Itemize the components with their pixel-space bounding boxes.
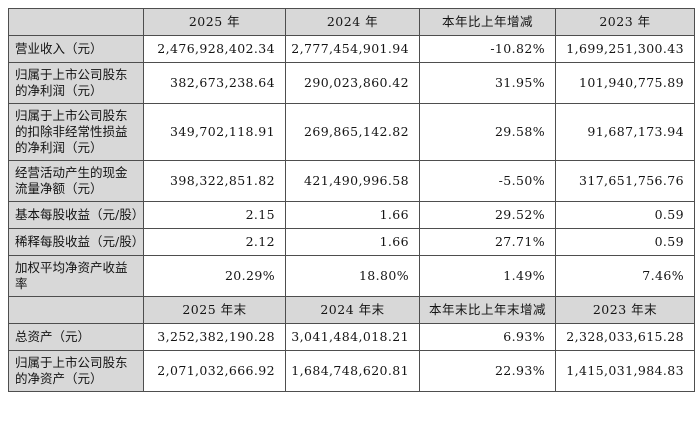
value-cell: 382,673,238.64 (143, 62, 286, 104)
value-cell: 29.58% (419, 103, 556, 161)
value-cell: 1,415,031,984.83 (555, 350, 695, 392)
value-cell: 3,252,382,190.28 (143, 323, 286, 351)
row-label: 基本每股收益（元/股） (8, 201, 144, 229)
value-cell: 101,940,775.89 (555, 62, 695, 104)
table-row: 总资产（元） 3,252,382,190.28 3,041,484,018.21 6.… (8, 323, 695, 351)
value-cell: 18.80% (285, 255, 420, 297)
value-cell: 398,322,851.82 (143, 160, 286, 202)
row-label: 归属于上市公司股东的净利润（元） (8, 62, 144, 104)
period-header-cell: 本年末比上年末增减 (419, 296, 556, 324)
table-row: 归属于上市公司股东的净资产（元） 2,071,032,666.92 1,684,74… (8, 350, 695, 392)
value-cell: 421,490,996.58 (285, 160, 420, 202)
value-cell: 290,023,860.42 (285, 62, 420, 104)
row-label: 加权平均净资产收益率 (8, 255, 144, 297)
period-header-row: 2025 年末 2024 年末 本年末比上年末增减 2023 年末 (8, 296, 695, 324)
financial-summary-table: 2025 年 2024 年本年比上年增减 2023 年营业收入（元） 2,476,92… (8, 8, 695, 392)
period-header-row: 2025 年 2024 年本年比上年增减 2023 年 (8, 8, 695, 36)
period-header-cell: 本年比上年增减 (419, 8, 556, 36)
period-header-cell: 2023 年 (555, 8, 695, 36)
value-cell: 2,777,454,901.94 (285, 35, 420, 63)
value-cell: 2.12 (143, 228, 286, 256)
value-cell: 1,684,748,620.81 (285, 350, 420, 392)
table-row: 经营活动产生的现金流量净额（元） 398,322,851.82 421,490,99… (8, 160, 695, 202)
period-header-cell: 2023 年末 (555, 296, 695, 324)
value-cell: 6.93% (419, 323, 556, 351)
row-label: 归属于上市公司股东的扣除非经常性损益的净利润（元） (8, 103, 144, 161)
period-header-cell: 2024 年 (285, 8, 420, 36)
value-cell: 317,651,756.76 (555, 160, 695, 202)
row-label: 总资产（元） (8, 323, 144, 351)
value-cell: 1,699,251,300.43 (555, 35, 695, 63)
value-cell: 0.59 (555, 201, 695, 229)
value-cell: 1.66 (285, 228, 420, 256)
value-cell: 2,328,033,615.28 (555, 323, 695, 351)
value-cell: -10.82% (419, 35, 556, 63)
table-body: 2025 年 2024 年本年比上年增减 2023 年营业收入（元） 2,476,92… (8, 8, 695, 392)
corner-cell (8, 8, 144, 36)
value-cell: 27.71% (419, 228, 556, 256)
table-row: 营业收入（元） 2,476,928,402.34 2,777,454,901.94-… (8, 35, 695, 63)
period-header-cell: 2025 年 (143, 8, 286, 36)
value-cell: -5.50% (419, 160, 556, 202)
value-cell: 31.95% (419, 62, 556, 104)
period-header-cell: 2025 年末 (143, 296, 286, 324)
row-label: 经营活动产生的现金流量净额（元） (8, 160, 144, 202)
page: 2025 年 2024 年本年比上年增减 2023 年营业收入（元） 2,476,92… (8, 8, 695, 392)
value-cell: 22.93% (419, 350, 556, 392)
value-cell: 269,865,142.82 (285, 103, 420, 161)
value-cell: 2,476,928,402.34 (143, 35, 286, 63)
value-cell: 1.49% (419, 255, 556, 297)
value-cell: 91,687,173.94 (555, 103, 695, 161)
row-label: 营业收入（元） (8, 35, 144, 63)
value-cell: 1.66 (285, 201, 420, 229)
table-row: 基本每股收益（元/股） 2.15 1.66 29.52% 0.59 (8, 201, 695, 229)
value-cell: 20.29% (143, 255, 286, 297)
corner-cell (8, 296, 144, 324)
table-row: 归属于上市公司股东的净利润（元） 382,673,238.64 290,023,86… (8, 62, 695, 104)
value-cell: 349,702,118.91 (143, 103, 286, 161)
value-cell: 7.46% (555, 255, 695, 297)
table-row: 稀释每股收益（元/股） 2.12 1.66 27.71% 0.59 (8, 228, 695, 256)
value-cell: 29.52% (419, 201, 556, 229)
row-label: 稀释每股收益（元/股） (8, 228, 144, 256)
table-row: 归属于上市公司股东的扣除非经常性损益的净利润（元） 349,702,118.91 2… (8, 103, 695, 161)
table-row: 加权平均净资产收益率 20.29% 18.80% 1.49% 7.46% (8, 255, 695, 297)
row-label: 归属于上市公司股东的净资产（元） (8, 350, 144, 392)
value-cell: 2.15 (143, 201, 286, 229)
value-cell: 0.59 (555, 228, 695, 256)
value-cell: 2,071,032,666.92 (143, 350, 286, 392)
period-header-cell: 2024 年末 (285, 296, 420, 324)
value-cell: 3,041,484,018.21 (285, 323, 420, 351)
